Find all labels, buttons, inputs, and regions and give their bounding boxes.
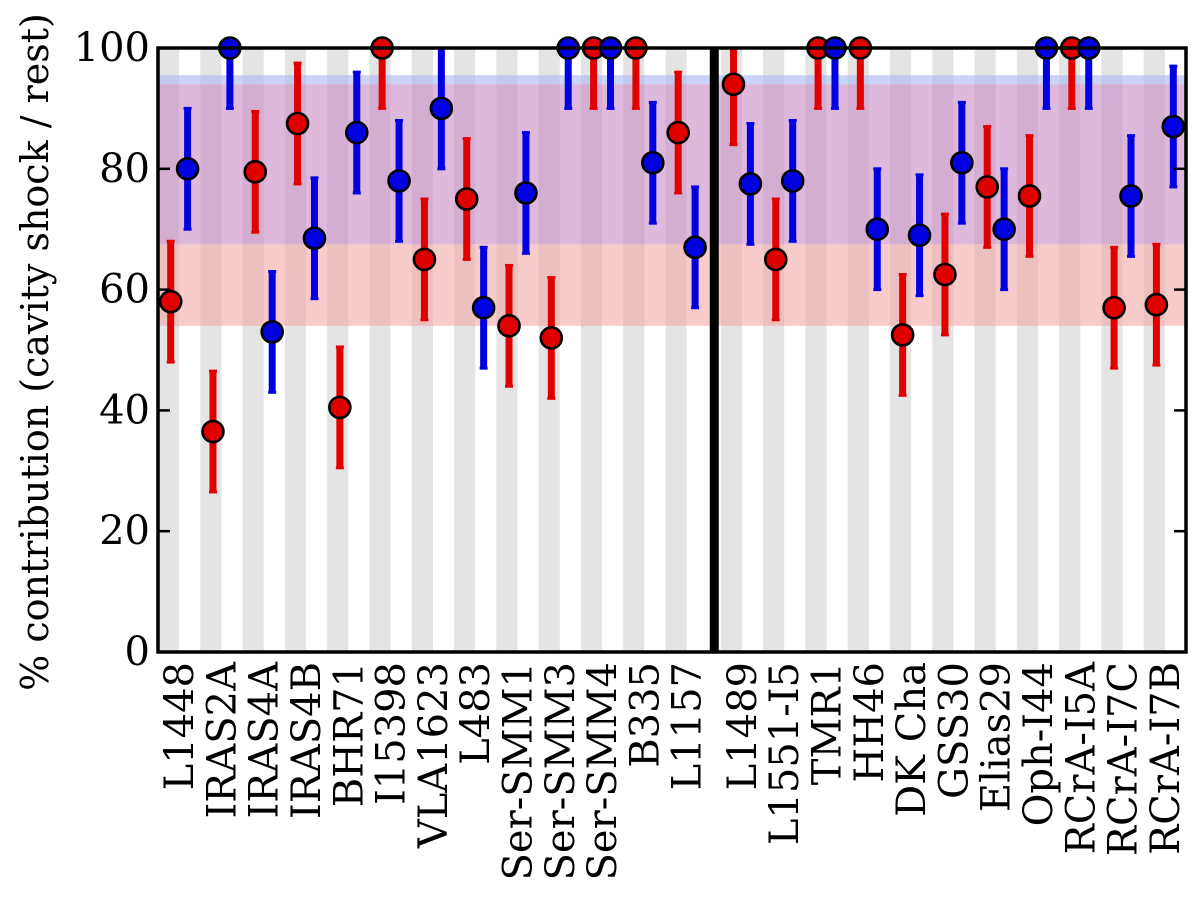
y-tick-label: 80 <box>99 146 150 192</box>
data-point <box>454 187 479 211</box>
y-tick-label: 0 <box>125 629 150 675</box>
data-point <box>1102 295 1126 320</box>
plot-frame <box>156 46 1188 654</box>
data-point <box>201 419 225 444</box>
data-point <box>429 96 454 121</box>
x-category-label: Oph-I44 <box>1016 662 1062 826</box>
data-point <box>721 72 746 97</box>
x-category-label: Ser-SMM4 <box>580 662 626 880</box>
data-point <box>763 247 788 272</box>
data-point <box>890 323 915 347</box>
shaded-bands <box>158 75 1186 326</box>
data-point <box>539 326 564 350</box>
data-point <box>497 314 521 338</box>
x-category-label: L1551-I5 <box>762 662 808 845</box>
x-category-label: Ser-SMM3 <box>538 662 584 880</box>
data-point <box>683 235 707 260</box>
x-category-label: VLA1623 <box>411 662 457 849</box>
data-point <box>344 120 369 145</box>
data-point <box>950 150 974 175</box>
x-category-label: Ser-SMM1 <box>495 662 541 880</box>
axes-frame <box>156 46 1188 654</box>
y-tick-label: 40 <box>99 387 150 433</box>
data-point <box>666 120 690 145</box>
x-category-label: DK Cha <box>889 662 935 817</box>
data-point <box>907 223 932 248</box>
data-point <box>285 111 310 136</box>
x-category-label: HH46 <box>847 662 893 783</box>
band <box>158 75 1186 85</box>
data-point <box>328 395 352 420</box>
y-tick-label: 20 <box>99 508 150 554</box>
data-point <box>738 172 763 196</box>
data-point <box>975 175 1000 199</box>
x-category-label: Elias29 <box>974 662 1020 812</box>
x-category-label: L1157 <box>665 662 711 790</box>
data-point <box>641 150 665 175</box>
x-category-label: RCrA-I5A <box>1058 661 1104 854</box>
x-category-label: TMR1 <box>805 662 851 785</box>
data-point <box>387 169 411 193</box>
x-category-label: B335 <box>622 662 668 768</box>
data-point <box>992 217 1016 241</box>
x-category-label: BHR71 <box>326 662 372 807</box>
data-point <box>865 217 890 241</box>
x-category-label: RCrA-I7C <box>1101 662 1147 856</box>
x-axis-labels: L1448IRAS2AIRAS4AIRAS4BBHR71I15398VLA162… <box>157 661 1189 881</box>
data-point <box>1017 184 1042 208</box>
x-category-label: L483 <box>453 662 499 765</box>
data-point <box>514 181 538 205</box>
data-point <box>243 160 268 184</box>
data-point <box>780 169 805 193</box>
y-axis-ticks: 0 20 40 60 80 100 <box>74 25 1186 675</box>
data-point <box>158 289 183 314</box>
x-category-label: GSS30 <box>931 662 977 799</box>
x-category-label: IRAS4B <box>284 662 330 819</box>
x-category-label: RCrA-I7B <box>1143 662 1189 855</box>
band <box>158 244 1186 326</box>
band <box>158 84 1186 245</box>
data-point <box>1161 114 1186 139</box>
data-point <box>1144 292 1169 317</box>
y-axis-label: % contribution (cavity shock / rest) <box>13 13 57 691</box>
data-point <box>933 262 957 287</box>
y-tick-label: 60 <box>99 267 150 313</box>
data-point <box>175 157 200 181</box>
x-category-label: IRAS2A <box>199 661 245 819</box>
x-category-label: I15398 <box>369 662 415 805</box>
data-point <box>471 295 496 320</box>
x-category-label: L1448 <box>157 662 203 790</box>
y-tick-label: 100 <box>74 25 150 71</box>
data-point <box>1119 184 1143 208</box>
x-category-label: IRAS4A <box>242 661 288 819</box>
data-point <box>260 320 284 344</box>
data-point <box>412 247 437 272</box>
data-point <box>302 226 327 251</box>
x-category-label: L1489 <box>720 662 766 790</box>
